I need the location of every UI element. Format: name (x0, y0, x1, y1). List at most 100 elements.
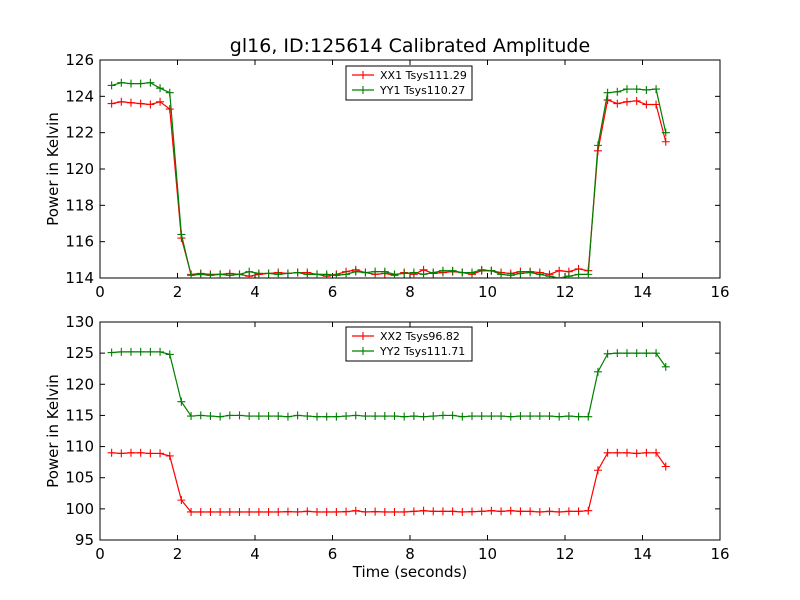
lower-plot: 0 2 4 6 8 10 12 14 16 95 100 105 110 115 120 125 130 Powe… (44, 313, 730, 581)
data-point (216, 507, 225, 516)
data-point (632, 85, 641, 94)
data-point (117, 449, 126, 458)
data-point (293, 268, 302, 277)
data-point (419, 506, 428, 515)
data-point (409, 412, 418, 421)
y-tick-label: 120 (65, 375, 94, 393)
x-tick-label: 10 (478, 545, 497, 563)
legend-label: YY2 Tsys111.71 (379, 345, 465, 358)
data-point (409, 507, 418, 516)
data-point (390, 507, 399, 516)
x-tick-label: 6 (328, 283, 338, 301)
data-point (419, 412, 428, 421)
data-point (107, 99, 116, 108)
legend-marker (359, 86, 367, 94)
data-point (332, 412, 341, 421)
y-axis-label: Power in Kelvin (44, 112, 62, 226)
x-tick-label: 12 (555, 545, 574, 563)
data-point (332, 507, 341, 516)
data-point (361, 268, 370, 277)
data-point (593, 141, 602, 150)
x-tick-label: 0 (95, 283, 105, 301)
data-point (400, 507, 409, 516)
x-tick-label: 16 (710, 545, 729, 563)
data-point (516, 269, 525, 278)
data-point (429, 412, 438, 421)
data-point (632, 449, 641, 458)
data-point (555, 412, 564, 421)
data-point (146, 100, 155, 109)
data-point (107, 448, 116, 457)
data-point (216, 412, 225, 421)
x-tick-label: 8 (405, 545, 415, 563)
data-point (313, 270, 321, 278)
data-point (196, 270, 205, 278)
data-point (642, 85, 651, 94)
data-point (438, 266, 447, 275)
data-point (458, 507, 467, 516)
legend: XX2 Tsys96.82 YY2 Tsys111.71 (345, 326, 473, 362)
y-tick-label: 114 (65, 269, 94, 287)
data-point (146, 78, 155, 87)
data-point (545, 272, 554, 278)
data-point (332, 271, 341, 278)
data-point (361, 412, 370, 421)
data-point (613, 448, 622, 457)
x-tick-label: 10 (478, 283, 497, 301)
data-point (342, 270, 351, 278)
data-point (564, 412, 573, 421)
data-point (254, 269, 263, 278)
data-point (187, 271, 196, 278)
data-point (468, 412, 476, 421)
data-point (438, 411, 447, 420)
data-point (497, 270, 506, 278)
data-point (652, 448, 661, 457)
y-tick-label: 116 (65, 233, 94, 251)
data-point (380, 267, 389, 276)
data-point (146, 347, 155, 356)
data-point (235, 411, 244, 420)
y-tick-label: 105 (65, 469, 94, 487)
data-point (177, 397, 186, 406)
data-point (136, 79, 145, 88)
data-point (487, 412, 496, 421)
data-point (254, 412, 263, 421)
x-tick-label: 0 (95, 545, 105, 563)
data-point (156, 449, 165, 458)
y-tick-label: 115 (65, 406, 94, 424)
x-tick-label: 6 (328, 545, 338, 563)
data-point (156, 84, 165, 93)
series-line (111, 351, 667, 418)
data-point (264, 507, 273, 516)
data-point (127, 79, 135, 88)
data-point (613, 349, 622, 358)
data-point (574, 507, 583, 516)
data-point (274, 412, 283, 421)
data-point (342, 507, 351, 516)
data-point (593, 367, 602, 376)
data-point (127, 448, 135, 457)
data-point (642, 100, 651, 109)
data-point (117, 347, 126, 356)
data-point (545, 507, 554, 516)
data-point (477, 507, 486, 516)
data-point (574, 270, 583, 278)
data-point (146, 449, 155, 458)
legend-label: XX2 Tsys96.82 (380, 330, 460, 343)
data-point (361, 507, 370, 516)
data-point (216, 270, 225, 278)
data-point (516, 507, 525, 516)
data-point (303, 412, 312, 421)
legend: XX1 Tsys111.29 YY1 Tsys110.27 (345, 65, 473, 101)
data-point (652, 349, 661, 358)
data-point (283, 412, 292, 421)
data-point (264, 412, 273, 421)
x-tick-label: 2 (173, 545, 183, 563)
series-yy (107, 78, 670, 278)
data-point (107, 81, 116, 90)
data-point (661, 362, 670, 371)
data-point (177, 230, 186, 239)
data-point (661, 128, 670, 137)
legend-label: YY1 Tsys110.27 (379, 84, 465, 97)
data-point (322, 270, 331, 278)
